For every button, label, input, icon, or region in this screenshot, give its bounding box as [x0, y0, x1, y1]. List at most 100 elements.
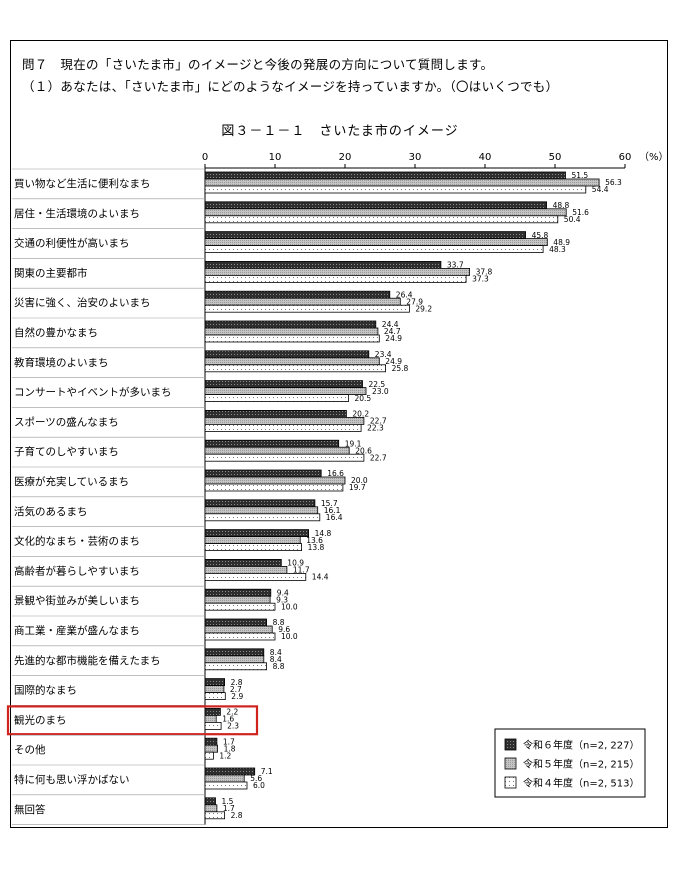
data-label: 20.5 — [355, 394, 372, 403]
data-label: 1.8 — [224, 744, 236, 753]
x-tick-label: 40 — [479, 152, 492, 163]
bar — [204, 476, 346, 485]
category-label: 子育てのしやすいまち — [14, 445, 119, 458]
legend-label: 令和５年度（n=2, 215） — [523, 758, 640, 771]
bar — [204, 334, 380, 343]
category-label: 交通の利便性が高いまち — [14, 237, 130, 250]
bar — [204, 529, 309, 537]
x-tick-label: 20 — [339, 152, 352, 163]
data-label: 10.0 — [281, 632, 298, 641]
data-label: 48.3 — [549, 245, 566, 254]
data-label: 14.8 — [315, 529, 332, 538]
data-label: 8.4 — [270, 655, 282, 664]
data-label: 8.8 — [273, 618, 285, 627]
data-label: 27.9 — [406, 297, 423, 306]
data-label: 24.9 — [385, 334, 402, 343]
unit-label: （%） — [639, 151, 669, 163]
bar — [204, 751, 214, 760]
category-label: スポーツの盛んなまち — [14, 415, 119, 428]
category-label: 居住・生活環境のよいまち — [14, 207, 140, 220]
data-label: 15.7 — [321, 499, 338, 508]
bar — [204, 320, 377, 329]
question-line-1: 問７ 現在の「さいたま市」のイメージと今後の発展の方向について質問します。 — [22, 57, 494, 72]
category-label: 関東の主要都市 — [14, 266, 88, 279]
bar — [204, 201, 548, 210]
bar — [204, 678, 226, 686]
data-label: 5.6 — [250, 774, 262, 783]
bar — [204, 185, 587, 194]
bar — [204, 409, 347, 418]
category-label: 教育環境のよいまち — [14, 356, 109, 369]
bar — [204, 781, 248, 790]
data-label: 2.8 — [231, 811, 243, 820]
category-label: 特に何も思い浮かばない — [14, 773, 130, 786]
bar — [204, 171, 566, 180]
bar — [204, 231, 527, 240]
bar — [204, 297, 401, 306]
category-label: 高齢者が暮らしやすいまち — [14, 564, 140, 577]
bar — [204, 774, 245, 783]
data-label: 37.3 — [472, 275, 489, 284]
bar — [204, 260, 442, 269]
data-label: 20.6 — [355, 446, 372, 455]
bar — [204, 274, 467, 283]
data-label: 26.4 — [396, 290, 413, 299]
data-label: 48.9 — [553, 238, 570, 247]
data-label: 16.6 — [327, 469, 344, 478]
bar — [204, 685, 225, 693]
bar — [204, 439, 340, 448]
bar — [204, 744, 219, 753]
data-label: 2.7 — [230, 685, 242, 694]
bar — [204, 215, 559, 224]
data-label: 20.0 — [351, 476, 368, 485]
data-label: 8.8 — [273, 662, 285, 671]
question-line-2: （１）あなたは、「さいたま市」にどのようなイメージを持っていますか。（〇はいくつ… — [22, 79, 559, 94]
legend-box — [494, 728, 646, 798]
x-tick-label: 50 — [549, 152, 562, 163]
bar — [204, 722, 222, 730]
bar — [204, 416, 365, 425]
highlight-box — [6, 705, 259, 736]
bar — [204, 304, 410, 313]
bar — [204, 588, 272, 597]
data-label: 37.8 — [476, 268, 493, 277]
data-label: 51.6 — [572, 208, 589, 217]
data-label: 24.9 — [385, 357, 402, 366]
bar — [204, 245, 544, 254]
bar — [204, 178, 600, 187]
category-label: その他 — [14, 743, 46, 756]
data-label: 1.7 — [223, 804, 235, 813]
data-label: 1.2 — [219, 751, 231, 760]
x-tick-label: 0 — [202, 152, 208, 163]
data-label: 51.5 — [572, 171, 589, 180]
category-label: 国際的なまち — [14, 684, 77, 697]
data-label: 6.0 — [253, 781, 265, 790]
data-label: 22.7 — [370, 417, 387, 426]
data-label: 25.8 — [392, 364, 409, 373]
legend-swatch — [504, 776, 517, 789]
data-label: 14.4 — [312, 573, 329, 582]
data-label: 9.6 — [278, 625, 290, 634]
bar — [204, 655, 265, 664]
category-label: 景観や街並みが美しいまち — [14, 594, 140, 607]
x-tick-label: 10 — [269, 152, 282, 163]
data-label: 2.8 — [231, 678, 243, 687]
data-label: 23.4 — [375, 350, 392, 359]
bar — [204, 566, 288, 574]
category-label: 観光のまち — [14, 713, 67, 726]
bar — [204, 499, 316, 508]
data-label: 33.7 — [447, 261, 464, 270]
bar — [204, 602, 276, 611]
data-label: 13.6 — [306, 536, 323, 545]
legend-swatch — [504, 738, 517, 751]
bar — [204, 267, 471, 276]
data-label: 54.4 — [592, 185, 609, 194]
data-label: 13.8 — [308, 543, 325, 552]
data-label: 7.1 — [261, 767, 273, 776]
data-label: 8.4 — [270, 648, 282, 657]
bar — [204, 357, 380, 366]
bar — [204, 662, 267, 671]
data-label: 11.7 — [293, 566, 310, 575]
data-label: 56.3 — [605, 178, 622, 187]
figure-frame — [10, 40, 668, 828]
